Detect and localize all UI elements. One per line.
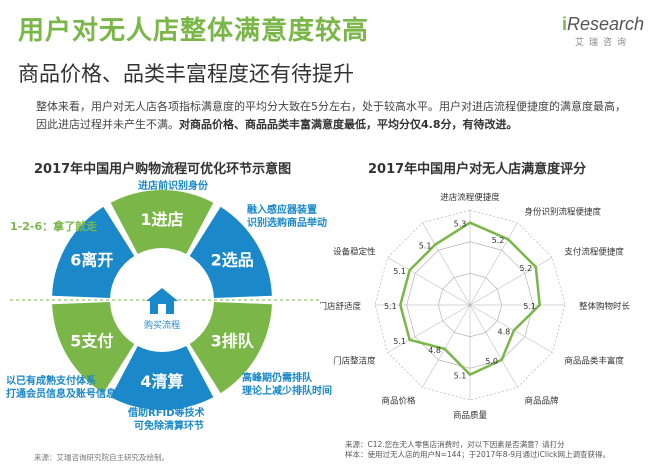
flow-segment-3 bbox=[189, 301, 272, 394]
radar-category-label: 支付流程便捷度 bbox=[564, 247, 624, 258]
note-select-2: 识别选购商品举动 bbox=[247, 218, 327, 229]
radar-value-label: 4.8 bbox=[498, 327, 511, 336]
note-entry: 进店前识别身份 bbox=[138, 181, 208, 192]
radar-category-label: 门店舒适度 bbox=[320, 301, 361, 312]
radar-chart: 5.3 5.2 5.2 5.1 4.8 5.0 5.1 4.8 5.1 5.1 5.1 5.1 进店流程… bbox=[320, 192, 631, 421]
flow-segment-4 bbox=[110, 345, 214, 410]
note-settle-2: 可免除清算环节 bbox=[134, 421, 204, 432]
radar-category-label: 商品质量 bbox=[453, 410, 488, 421]
radar-spoke bbox=[469, 304, 553, 353]
radar-value-label: 5.3 bbox=[454, 220, 467, 229]
summary-bold-text: 对商品价格、商品品类丰富满意度最低，平均分仅4.8分，有待改进。 bbox=[179, 118, 518, 131]
summary-text: 整体来看，用户对无人店各项指标满意度的平均分大致在5分左右，处于较高水平。用户对… bbox=[36, 100, 626, 131]
radar-value-label: 5.2 bbox=[519, 264, 532, 273]
note-settle-1: 借助RFID等技术 bbox=[128, 408, 205, 419]
radar-labels: 5.3 5.2 5.2 5.1 4.8 5.0 5.1 4.8 5.1 5.1 5.1 5.1 进店流程… bbox=[320, 192, 631, 421]
radar-category-label: 身份识别流程便捷度 bbox=[525, 207, 602, 218]
radar-category-label: 商品价格 bbox=[381, 395, 416, 406]
note-queue-2: 理论上减少排队时间 bbox=[242, 386, 332, 397]
center-label: 购买流程 bbox=[144, 319, 180, 331]
radar-spoke bbox=[469, 257, 553, 306]
radar-spoke bbox=[469, 304, 518, 388]
radar-category-label: 整体购物时长 bbox=[579, 301, 631, 312]
flow-step-label-3: 3排队 bbox=[211, 332, 255, 351]
note-pay-2: 打通会员信息及账号信息 bbox=[6, 389, 116, 400]
flow-step-label-2: 2选品 bbox=[211, 251, 254, 270]
flow-step-label-4: 4清算 bbox=[140, 372, 183, 391]
radar-series-line bbox=[399, 221, 541, 377]
page-title: 用户对无人店整体满意度较高 bbox=[18, 16, 370, 46]
radar-value-label: 5.1 bbox=[523, 302, 536, 311]
note-select-1: 融入感应器装置 bbox=[247, 205, 317, 216]
flow-diagram-title: 2017年中国用户购物流程可优化环节示意图 bbox=[34, 162, 292, 177]
note-pay-1: 以已有成熟支付体系 bbox=[6, 376, 96, 387]
flow-step-label-5: 5支付 bbox=[70, 332, 113, 351]
flow-diagram: 1进店 2选品 3排队 4清算 5支付 6离开 购买流程 bbox=[10, 190, 322, 410]
flow-segment-5 bbox=[52, 301, 135, 394]
source-line-2: 样本：使用过无人店的用户N=144；于2017年8-9月通过iClick网上调查… bbox=[345, 450, 610, 459]
flow-segment-2 bbox=[189, 206, 272, 299]
radar-value-label: 5.1 bbox=[393, 267, 406, 276]
flow-step-label-1: 1进店 bbox=[140, 210, 183, 229]
radar-value-label: 5.1 bbox=[419, 242, 432, 251]
radar-value-label: 5.1 bbox=[393, 337, 406, 346]
flow-ring: 1进店 2选品 3排队 4清算 5支付 6离开 bbox=[52, 190, 272, 410]
flow-segment-6 bbox=[52, 206, 135, 299]
radar-value-label: 5.0 bbox=[485, 357, 498, 366]
note-leave: 1-2-6：拿了就走 bbox=[10, 220, 98, 233]
store-icon bbox=[146, 288, 178, 314]
radar-spoke bbox=[469, 222, 518, 306]
radar-spoke bbox=[387, 304, 471, 353]
radar-chart-title: 2017年中国用户对无人店满意度评分 bbox=[368, 162, 587, 177]
radar-series bbox=[399, 221, 541, 377]
flow-source: 来源：艾瑞咨询研究院自主研究及绘制。 bbox=[34, 453, 169, 462]
radar-value-label: 5.2 bbox=[492, 236, 505, 245]
radar-category-label: 商品品牌 bbox=[525, 395, 560, 406]
radar-category-label: 商品品类丰富度 bbox=[564, 356, 624, 367]
radar-category-label: 设备稳定性 bbox=[333, 247, 376, 258]
summary-paragraph: 整体来看，用户对无人店各项指标满意度的平均分大致在5分左右，处于较高水平。用户对… bbox=[36, 98, 626, 134]
brand-name: iResearch bbox=[561, 14, 644, 34]
brand-cn: 艾瑞咨询 bbox=[574, 38, 631, 48]
source-line-1: 来源：C12.您在无人零售店消费时，对以下因素是否满意？请打分 bbox=[345, 440, 565, 449]
radar-value-label: 5.1 bbox=[454, 372, 467, 381]
radar-category-label: 进店流程便捷度 bbox=[440, 192, 500, 203]
radar-category-label: 门店整洁度 bbox=[333, 356, 376, 367]
flow-segment-1 bbox=[110, 190, 214, 255]
radar-spoke bbox=[422, 304, 471, 388]
radar-grid bbox=[374, 209, 566, 401]
flow-step-label-6: 6离开 bbox=[70, 251, 113, 270]
radar-spoke bbox=[387, 257, 471, 306]
radar-spoke bbox=[422, 222, 471, 306]
radar-value-label: 5.1 bbox=[384, 302, 397, 311]
radar-value-label: 4.8 bbox=[428, 346, 441, 355]
page-subtitle: 商品价格、品类丰富程度还有待提升 bbox=[18, 62, 354, 86]
note-queue-1: 高峰期仍需排队 bbox=[242, 373, 312, 384]
chart-source: 来源：C12.您在无人零售店消费时，对以下因素是否满意？请打分 样本：使用过无人… bbox=[345, 440, 610, 460]
brand-logo: iResearch 艾瑞咨询 bbox=[562, 14, 644, 48]
